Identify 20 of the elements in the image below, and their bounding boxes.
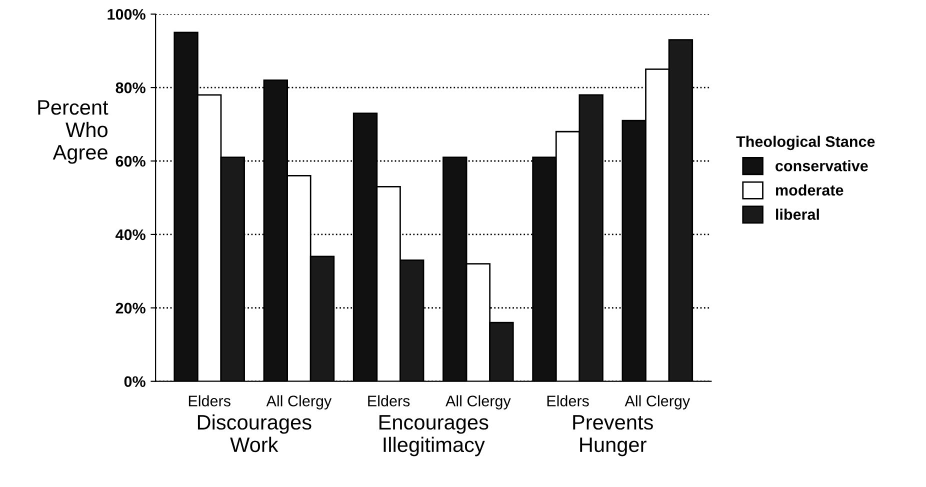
x-tick-label: All Clergy: [446, 395, 511, 410]
x-tick-label: All Clergy: [266, 395, 332, 410]
x-tick-label: All Clergy: [624, 395, 690, 410]
legend-label: conservative: [776, 160, 868, 172]
text: Prevents Hunger: [573, 415, 653, 456]
y-tick-label: 20%: [116, 302, 146, 314]
x-tick-label: Elders: [188, 395, 230, 406]
legend-title: Theological Stance: [736, 136, 875, 150]
x-tick-label: Elders: [368, 395, 410, 406]
legend-label: liberal: [776, 208, 819, 220]
y-tick-label: 40%: [116, 229, 146, 240]
y-tick-label: 80%: [116, 82, 146, 94]
y-tick-label: 60%: [116, 156, 146, 167]
text: Encourages Illegitimacy: [379, 415, 488, 456]
legend-label: moderate: [776, 184, 844, 196]
text: Discourages Work: [198, 414, 312, 452]
y-axis-title: Percent Who Agree: [38, 100, 108, 164]
y-tick-label: 100%: [108, 8, 146, 20]
x-tick-label: Elders: [547, 395, 589, 406]
y-tick-label: 0%: [124, 376, 146, 388]
